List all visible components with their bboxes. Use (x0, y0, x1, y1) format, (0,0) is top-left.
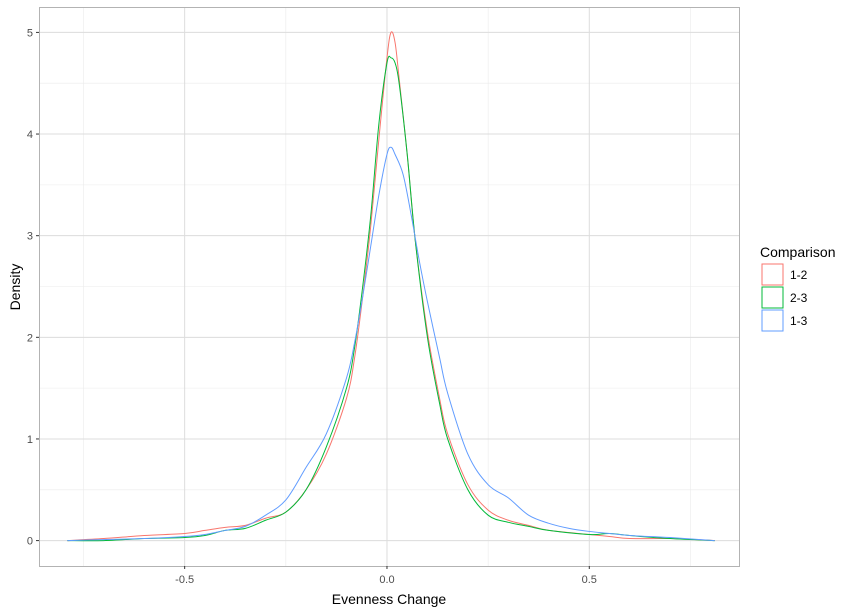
legend-key-1-2 (761, 263, 784, 286)
x-axis-ticks: -0.5 0.0 0.5 (175, 566, 597, 586)
legend-label-1-3: 1-3 (790, 314, 808, 328)
x-tick-label: 0.5 (582, 574, 597, 586)
y-tick-label: 4 (27, 129, 33, 141)
y-tick-label: 5 (27, 27, 33, 39)
x-tick-label: -0.5 (175, 574, 194, 586)
legend-items: 1-2 2-3 1-3 (761, 263, 808, 332)
legend-title: Comparison (760, 244, 835, 260)
density-curves (67, 31, 715, 542)
y-tick-label: 2 (27, 332, 33, 344)
panel-border (39, 7, 740, 567)
legend-key-2-3 (761, 286, 784, 309)
density-curve-1-3 (67, 146, 715, 542)
x-tick-label: 0.0 (379, 574, 394, 586)
density-curve-1-2 (67, 31, 715, 542)
minor-gridlines (39, 7, 739, 566)
y-axis-title: Density (7, 264, 23, 311)
density-curve-2-3 (67, 55, 715, 542)
y-tick-label: 3 (27, 231, 33, 243)
major-gridlines (39, 7, 739, 566)
legend-label-2-3: 2-3 (790, 291, 808, 305)
legend: Comparison 1-2 2-3 1-3 (760, 244, 835, 332)
y-tick-label: 0 (27, 536, 33, 548)
legend-label-1-2: 1-2 (790, 268, 808, 282)
x-axis-title: Evenness Change (332, 591, 447, 607)
y-tick-label: 1 (27, 434, 33, 446)
legend-key-1-3 (761, 309, 784, 332)
y-axis-ticks: 0 1 2 3 4 5 (27, 27, 39, 548)
